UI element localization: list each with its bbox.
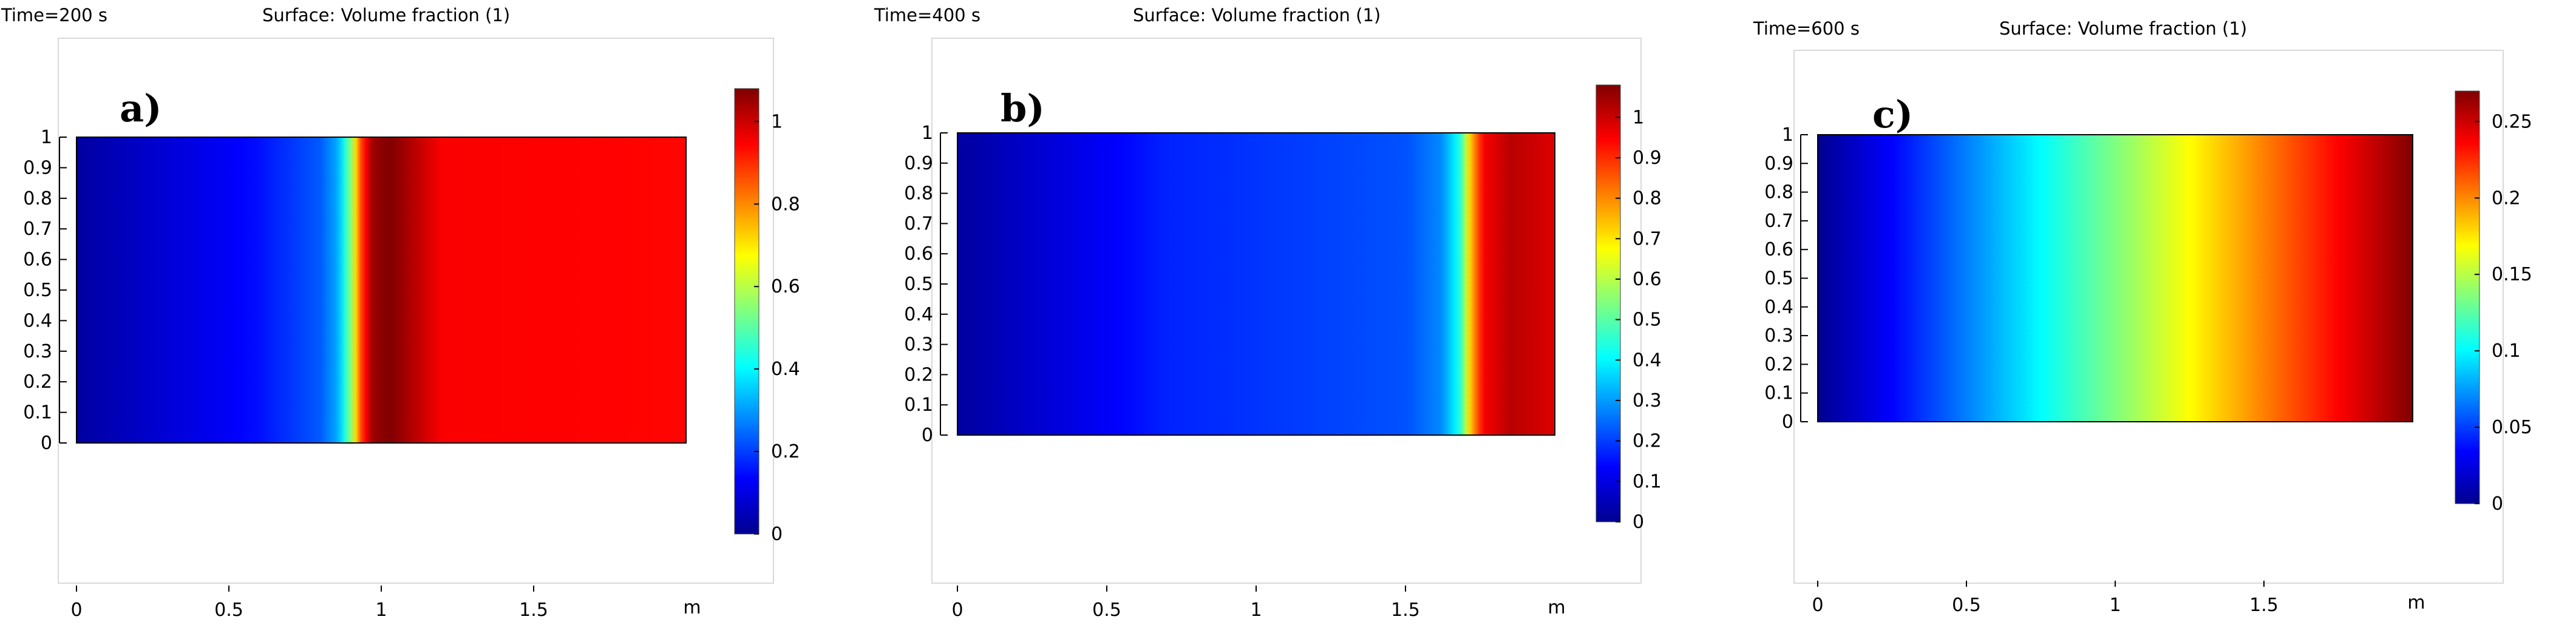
x-tick-label: 0 [951, 600, 963, 621]
y-tick-label: 0.2 [904, 364, 933, 385]
y-tick-label: 0.8 [1764, 182, 1793, 203]
y-tick-label: 0.8 [23, 188, 52, 209]
y-tick-label: 0.7 [904, 213, 933, 234]
colorbar-tick-label: 0 [771, 524, 783, 545]
time-label: Time=400 s [874, 5, 980, 25]
x-tick-label: 1.5 [2249, 595, 2279, 616]
y-tick-label: 0.9 [904, 153, 933, 174]
plot-area: 0 0.1 0.2 0.3 0.4 0.5 0.6 0.7 0.8 0.9 1 0 0.5 1 1.5 m 0 0… [1764, 90, 2532, 616]
plot-area: 0 0.1 0.2 0.3 0.4 0.5 0.6 0.7 0.8 0.9 1 0 0.5 1 1.5 m 0 0… [23, 88, 800, 621]
colorbar-tick-label: 0.2 [1633, 431, 1662, 452]
x-tick-label: 0.5 [214, 600, 243, 621]
y-tick-label: 0.2 [1764, 354, 1793, 375]
colorbar-tick-label: 0.1 [2492, 340, 2521, 362]
time-label: Time=600 s [1753, 18, 1860, 39]
panel-letter: b) [1001, 86, 1045, 130]
y-tick-label: 0.5 [23, 280, 52, 301]
colorbar-tick-label: 0.3 [1633, 390, 1662, 411]
x-tick-label: 1 [2109, 595, 2121, 616]
colorbar [1596, 84, 1621, 522]
y-tick-label: 0.4 [23, 310, 52, 331]
y-tick-label: 0.7 [23, 218, 52, 240]
y-tick-label: 0 [922, 425, 933, 446]
y-tick-label: 0 [1782, 411, 1793, 433]
y-tick-label: 0.6 [23, 249, 52, 271]
y-tick-label: 1 [41, 127, 52, 148]
colorbar-tick-label: 0.15 [2492, 264, 2532, 285]
colorbar-tick-label: 1 [771, 111, 783, 132]
colorbar-tick-label: 1 [1633, 107, 1644, 128]
y-tick-label: 0.7 [1764, 211, 1793, 232]
y-tick-label: 0.2 [23, 371, 52, 393]
panel-letter: a) [120, 86, 162, 130]
chart-panel-b: Time=400 s Surface: Volume fraction (1) … [858, 0, 1717, 625]
y-tick-label: 0.5 [1764, 268, 1793, 289]
y-tick-label: 0.6 [1764, 239, 1793, 260]
colorbar-tick-label: 0.1 [1633, 471, 1662, 492]
y-tick-label: 0.1 [1764, 383, 1793, 404]
x-tick-label: 1.5 [519, 600, 548, 621]
x-tick-label: 0 [70, 600, 82, 621]
colorbar-tick-label: 0.6 [771, 276, 800, 297]
chart-panel-c: Time=600 s Surface: Volume fraction (1) … [1717, 0, 2576, 625]
x-tick-label: 0.5 [1952, 595, 1981, 616]
colorbar-tick-label: 0.2 [771, 441, 800, 462]
y-tick-label: 0.1 [904, 394, 933, 416]
y-tick-label: 0.9 [23, 157, 52, 178]
colorbar-tick-label: 0.2 [2492, 187, 2521, 209]
panel-letter: c) [1872, 92, 1914, 137]
colorbar [734, 88, 760, 535]
colorbar-tick-label: 0.8 [771, 194, 800, 215]
volume-fraction-surface [957, 132, 1555, 436]
plot-title: Surface: Volume fraction (1) [1133, 5, 1381, 25]
y-tick-label: 0 [41, 433, 52, 454]
colorbar-tick-label: 0.4 [771, 359, 800, 380]
colorbar-tick-label: 0.5 [1633, 309, 1662, 331]
x-tick-label: 1 [375, 600, 387, 621]
x-unit-label: m [2407, 592, 2425, 613]
colorbar-tick-label: 0.6 [1633, 269, 1662, 290]
plot-area: 0 0.1 0.2 0.3 0.4 0.5 0.6 0.7 0.8 0.9 1 0 0.5 1 1.5 m 0 0… [904, 84, 1662, 621]
y-tick-label: 0.3 [23, 341, 52, 362]
colorbar-tick-label: 0.7 [1633, 228, 1662, 249]
colorbar-tick-label: 0.9 [1633, 147, 1662, 169]
volume-fraction-surface [76, 137, 687, 444]
x-tick-label: 1.5 [1391, 600, 1420, 621]
colorbar-tick-label: 0.4 [1633, 350, 1662, 371]
y-tick-label: 0.3 [904, 334, 933, 356]
x-unit-label: m [1548, 597, 1565, 618]
plot-title: Surface: Volume fraction (1) [1999, 18, 2248, 39]
volume-fraction-surface [1817, 134, 2413, 422]
colorbar-tick-label: 0.25 [2492, 111, 2532, 132]
plot-title: Surface: Volume fraction (1) [262, 5, 511, 25]
x-tick-label: 0.5 [1092, 600, 1121, 621]
y-tick-label: 0.1 [23, 402, 52, 424]
y-tick-label: 0.6 [904, 243, 933, 265]
y-tick-label: 1 [922, 123, 933, 144]
x-unit-label: m [683, 597, 701, 618]
y-tick-label: 0.3 [1764, 325, 1793, 346]
y-tick-label: 1 [1782, 124, 1793, 146]
y-tick-label: 0.4 [1764, 297, 1793, 318]
colorbar [2455, 90, 2480, 504]
colorbar-tick-label: 0.05 [2492, 417, 2532, 438]
colorbar-tick-label: 0.8 [1633, 188, 1662, 209]
chart-panel-a: Time=200 s Surface: Volume fraction (1) … [0, 0, 858, 625]
x-tick-label: 1 [1250, 600, 1262, 621]
time-label: Time=200 s [1, 5, 107, 25]
y-tick-label: 0.5 [904, 274, 933, 295]
x-tick-label: 0 [1812, 595, 1823, 616]
colorbar-tick-label: 0 [1633, 512, 1644, 533]
y-tick-label: 0.9 [1764, 153, 1793, 174]
y-tick-label: 0.8 [904, 183, 933, 204]
y-tick-label: 0.4 [904, 304, 933, 325]
colorbar-tick-label: 0 [2492, 493, 2503, 515]
